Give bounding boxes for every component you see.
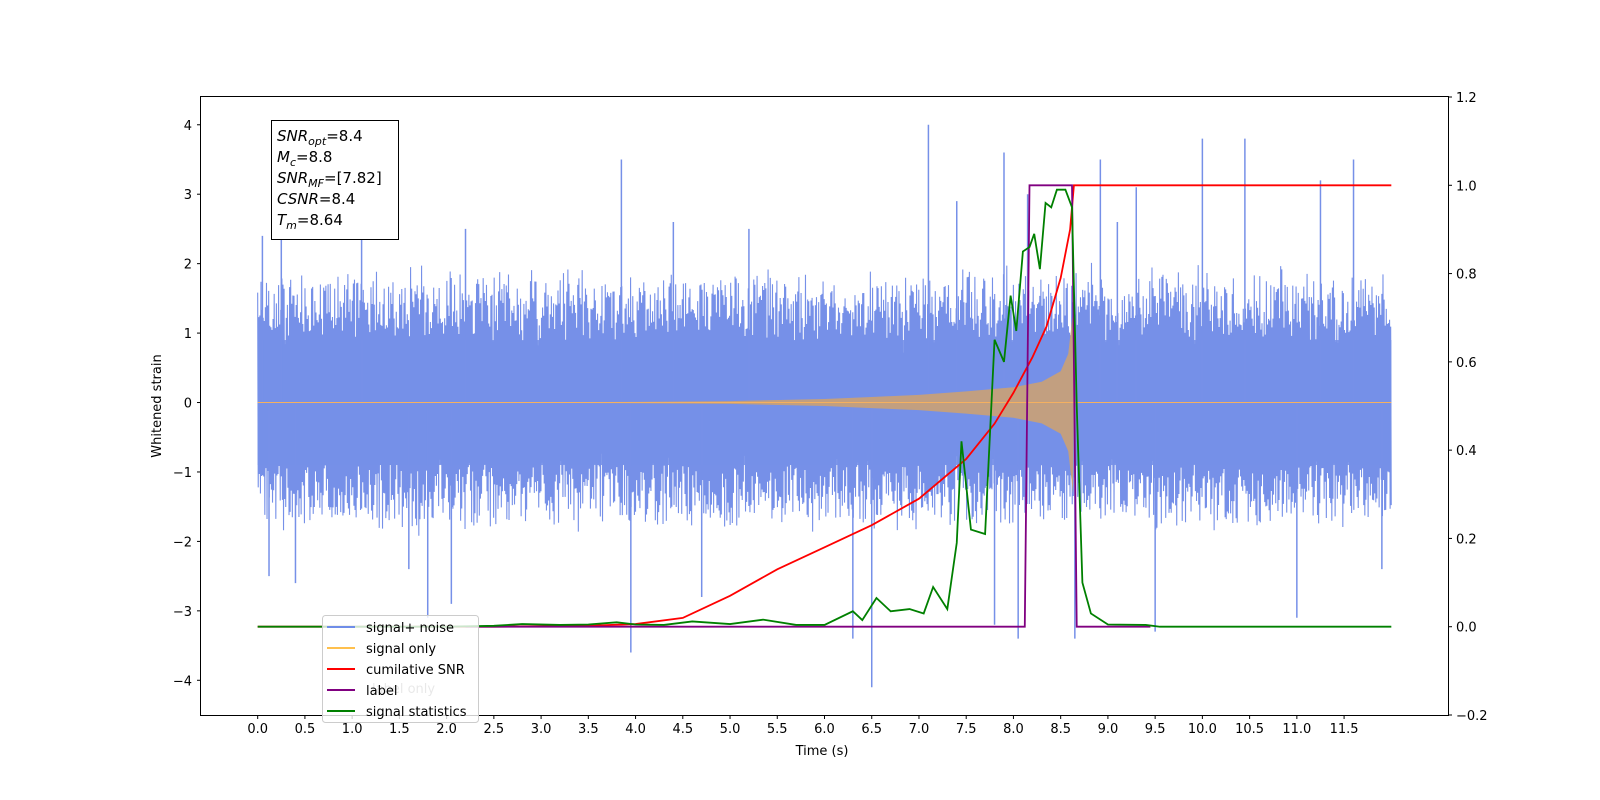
- x-tick-label: 6.0: [814, 722, 835, 737]
- x-tick-label: 8.0: [1003, 722, 1024, 737]
- plot-area: [257, 124, 1392, 688]
- x-tick-label: 2.5: [484, 722, 505, 737]
- x-tick-label: 5.0: [720, 722, 741, 737]
- x-tick-label: 0.5: [295, 722, 316, 737]
- y2-tick-label: 0.6: [1456, 356, 1477, 371]
- info-line: Tm=8.64: [277, 211, 343, 232]
- series-label: [465, 184, 1151, 628]
- y-tick-label: 2: [184, 258, 192, 273]
- x-tick-label: 10.5: [1235, 722, 1264, 737]
- legend-label: signal statistics: [366, 705, 467, 720]
- x-tick-label: 3.0: [531, 722, 552, 737]
- axes: 0.0 0.5 1.0 1.5 2.0 2.5 3.0 3.5 4.0 4.5 5.0 5.5 6.0 6…: [173, 91, 1488, 737]
- info-box-frame: [271, 120, 399, 240]
- y-tick-label: 0: [184, 397, 192, 412]
- info-line: Mc=8.8: [277, 148, 332, 169]
- legend-label: signal+ noise: [366, 621, 454, 636]
- x-tick-label: 5.5: [767, 722, 788, 737]
- y-tick-label: −2: [173, 535, 192, 550]
- x-tick-label: 10.0: [1188, 722, 1217, 737]
- x-tick-label: 4.0: [625, 722, 646, 737]
- x-tick-label: 8.5: [1050, 722, 1071, 737]
- x-tick-label: 3.5: [578, 722, 599, 737]
- x-tick-label: 1.0: [342, 722, 363, 737]
- x-tick-label: 11.5: [1330, 722, 1359, 737]
- x-tick-label: 9.5: [1145, 722, 1166, 737]
- x-tick-label: 7.5: [956, 722, 977, 737]
- x-tick-label: 1.5: [389, 722, 410, 737]
- y-tick-label: −3: [173, 605, 192, 620]
- info-line: SNRMF=[7.82]: [277, 169, 382, 190]
- x-tick-label: 6.5: [861, 722, 882, 737]
- info-line: SNRopt=8.4: [277, 127, 363, 148]
- y2-tick-label: 0.2: [1456, 532, 1477, 547]
- legend-frame: [322, 615, 479, 723]
- series-cumilative-snr: [257, 184, 1392, 628]
- y2-tick-label: 0.8: [1456, 268, 1477, 283]
- x-tick-label: 11.0: [1282, 722, 1311, 737]
- legend-label: label: [366, 684, 397, 699]
- y2-tick-label: 0.0: [1456, 621, 1477, 636]
- y2-tick-label: −0.2: [1456, 709, 1488, 724]
- y-tick-label: −1: [173, 466, 192, 481]
- legend-label: signal only: [366, 642, 436, 657]
- x-tick-label: 7.0: [909, 722, 930, 737]
- y2-tick-label: 1.0: [1456, 179, 1477, 194]
- series-group: [257, 124, 1392, 688]
- y2-tick-label: 1.2: [1456, 91, 1477, 106]
- info-line: CSNR=8.4: [277, 190, 355, 208]
- x-tick-label: 9.0: [1098, 722, 1119, 737]
- x-axis-label: Time (s): [795, 744, 849, 759]
- y-tick-label: −4: [173, 674, 192, 689]
- y-tick-label: 3: [184, 188, 192, 203]
- x-tick-label: 4.5: [672, 722, 693, 737]
- y-tick-label: 1: [184, 327, 192, 342]
- y-axis-label: Whitened strain: [150, 354, 165, 457]
- y2-tick-label: 0.4: [1456, 444, 1477, 459]
- legend-label: cumilative SNR: [366, 663, 465, 678]
- y-tick-label: 4: [184, 119, 192, 134]
- x-tick-label: 2.0: [436, 722, 457, 737]
- x-tick-label: 0.0: [247, 722, 268, 737]
- series-signal-statistics: [257, 188, 1392, 628]
